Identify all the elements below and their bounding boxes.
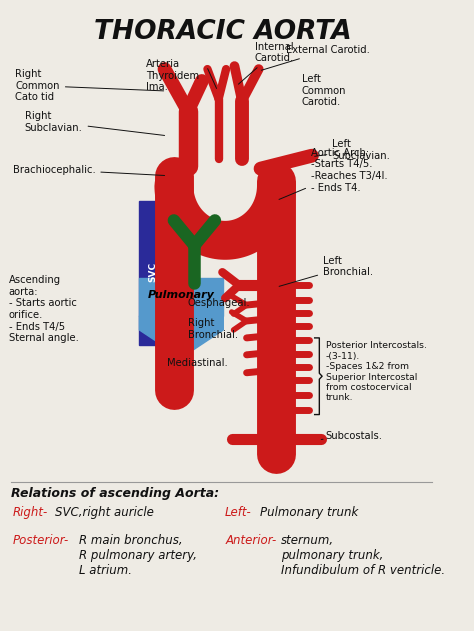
Text: SVC,right auricle: SVC,right auricle [55,506,155,519]
Text: External Carotid.: External Carotid. [261,45,370,70]
FancyBboxPatch shape [139,278,223,316]
Text: Right
Bronchial.: Right Bronchial. [188,318,238,339]
Text: Left-: Left- [225,506,252,519]
Text: Mediastinal.: Mediastinal. [167,358,228,368]
Text: SVC: SVC [149,262,158,282]
Text: Right
Subclavian.: Right Subclavian. [25,111,164,136]
Text: sternum,
pulmonary trunk,
Infundibulum of R ventricle.: sternum, pulmonary trunk, Infundibulum o… [281,534,445,577]
Text: Arteria
Thyroidem
Ima.: Arteria Thyroidem Ima. [146,59,199,92]
Text: Relations of ascending Aorta:: Relations of ascending Aorta: [11,487,219,500]
Text: Left
Common
Carotid.: Left Common Carotid. [301,74,346,107]
FancyBboxPatch shape [139,201,167,345]
Text: R main bronchus,
R pulmonary artery,
L atrium.: R main bronchus, R pulmonary artery, L a… [79,534,197,577]
Text: Ascending
aorta:
- Starts aortic
orifice.
- Ends T4/5
Sternal angle.: Ascending aorta: - Starts aortic orifice… [9,275,79,343]
Text: Aortic Arch:
-Starts T4/5.
-Reaches T3/4l.
- Ends T4.: Aortic Arch: -Starts T4/5. -Reaches T3/4… [279,148,388,199]
Text: Left
Subclavian.: Left Subclavian. [315,139,390,161]
Text: Subcostals.: Subcostals. [321,432,383,442]
Text: Internal
Carotid.: Internal Carotid. [238,42,294,84]
Text: Posterior Intercostals.
-(3-11).
-Spaces 1&2 from
Superior Intercostal
from cost: Posterior Intercostals. -(3-11). -Spaces… [326,341,427,403]
Text: Pulmonary: Pulmonary [148,290,215,300]
Text: Anterior-: Anterior- [225,534,276,547]
Text: THORACIC AORTA: THORACIC AORTA [93,20,351,45]
Text: Oesphageal.: Oesphageal. [188,298,250,308]
Text: Right-: Right- [13,506,48,519]
Polygon shape [139,316,223,358]
Text: Left
Bronchial.: Left Bronchial. [279,256,373,286]
Text: Right
Common
Cato tid: Right Common Cato tid [15,69,164,102]
Text: Posterior-: Posterior- [13,534,69,547]
Text: Pulmonary trunk: Pulmonary trunk [260,506,358,519]
Text: Brachiocephalic.: Brachiocephalic. [13,165,164,175]
